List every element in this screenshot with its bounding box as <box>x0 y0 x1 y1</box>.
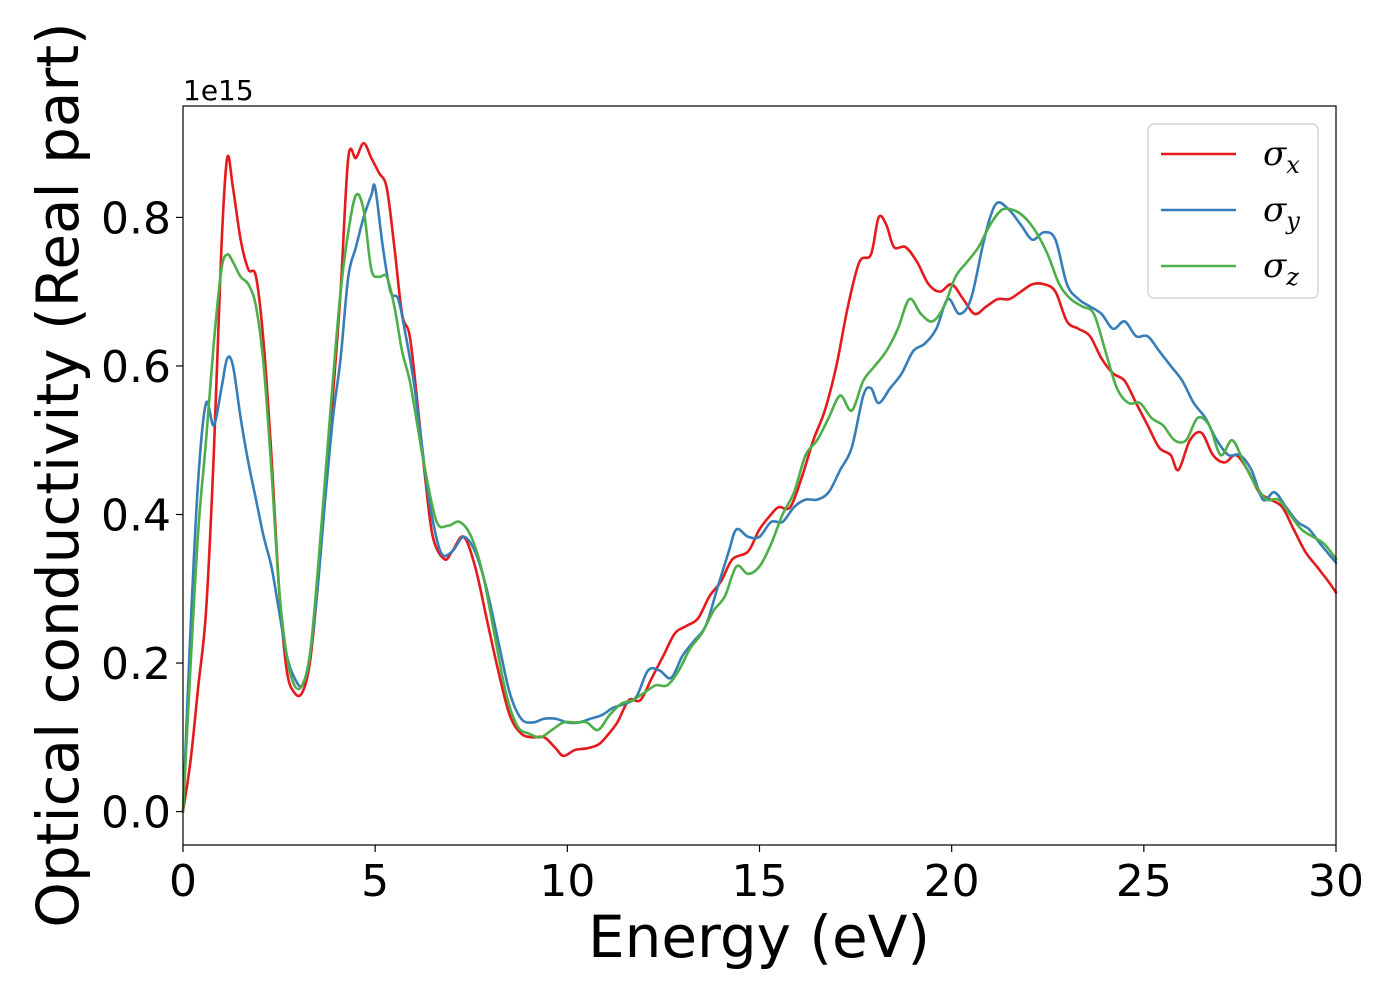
x-tick-label: 30 <box>1308 856 1364 907</box>
legend-label-sigma-x: σx <box>1263 134 1300 179</box>
y-tick-label: 0.2 <box>101 639 171 690</box>
y-axis-offset-label: 1e15 <box>183 74 254 107</box>
x-axis-ticks: 0 5 10 15 20 25 30 <box>169 845 1364 907</box>
x-tick-label: 15 <box>732 856 788 907</box>
y-axis-ticks: 0.0 0.2 0.4 0.6 0.8 <box>101 193 183 839</box>
y-tick-label: 0.6 <box>101 342 171 393</box>
legend-label-sigma-y: σy <box>1263 190 1300 235</box>
x-tick-label: 0 <box>169 856 197 907</box>
x-axis-label: Energy (eV) <box>588 903 930 971</box>
x-tick-label: 25 <box>1116 856 1172 907</box>
series-layer <box>181 141 1338 813</box>
x-tick-label: 5 <box>361 856 389 907</box>
series-line-sigma-z <box>181 192 1338 813</box>
y-axis-label: Optical conductivity (Real part) <box>24 22 92 927</box>
y-tick-label: 0.4 <box>101 490 171 541</box>
y-tick-label: 0.8 <box>101 193 171 244</box>
y-tick-label: 0.0 <box>101 788 171 839</box>
x-tick-label: 20 <box>924 856 980 907</box>
x-tick-label: 10 <box>539 856 595 907</box>
